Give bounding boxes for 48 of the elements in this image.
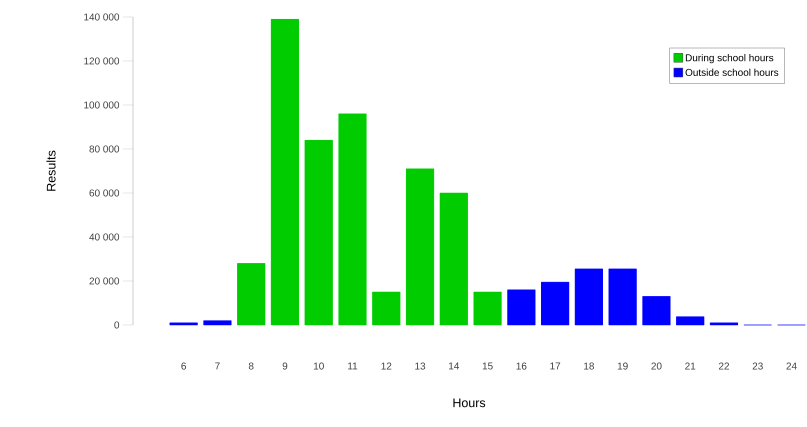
bar [710,322,738,326]
x-tick-label: 12 [382,362,392,370]
y-tick-label: 60 000 [90,189,120,197]
x-tick-label: 14 [449,362,460,370]
x-tick-label: 6 [181,362,186,370]
y-tick-label: 80 000 [89,145,120,153]
bar [170,322,198,326]
x-axis-title: Hours [453,398,486,408]
bar [507,290,536,326]
bar [440,192,468,326]
y-tick-label: 120 000 [84,57,120,65]
bar [304,140,333,326]
x-tick-label: 11 [348,362,358,370]
x-tick-label: 9 [282,362,288,370]
y-tick-label: 140 000 [84,13,120,21]
bar [338,114,367,326]
bar [574,268,603,326]
x-tick-label: 13 [415,362,426,370]
bar [541,282,570,326]
bar [676,316,704,326]
bar [203,320,232,326]
bar [642,296,671,326]
y-tick-label: 20 000 [90,277,120,285]
x-tick-label: 16 [516,362,526,370]
y-axis-title: Results [46,150,56,191]
x-tick-label: 19 [618,362,628,370]
x-tick-label: 22 [718,362,730,370]
y-tick-label: 0 [114,321,120,329]
bar [372,292,400,326]
x-tick-label: 8 [248,362,254,370]
x-tick-label: 24 [786,362,797,370]
x-tick-label: 23 [752,362,763,370]
legend-label: Outside school hours [686,68,778,76]
y-tick-label: 100 000 [84,101,120,109]
bar [237,263,266,326]
bar [270,18,300,326]
x-tick-label: 18 [584,362,594,370]
x-tick-label: 20 [651,362,662,370]
bar [406,168,434,326]
x-tick-label: 15 [482,362,493,370]
y-tick-label: 40 000 [89,233,120,241]
bar [608,268,637,326]
x-tick-label: 21 [685,362,696,370]
x-tick-label: 10 [314,362,324,370]
bar [473,292,502,326]
x-tick-label: 7 [215,362,220,370]
x-tick-label: 17 [550,362,560,370]
legend-label: During school hours [686,54,774,64]
